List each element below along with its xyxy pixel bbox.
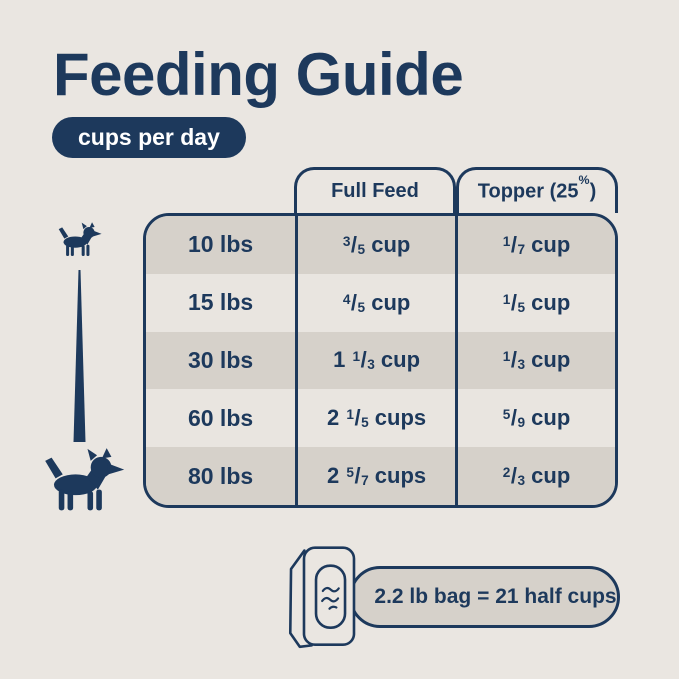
weight-cell: 15 lbs <box>187 289 254 316</box>
small-dog-icon <box>57 222 102 257</box>
full-feed-cell: 2 1/5 cups <box>295 389 455 448</box>
table-row: 30 lbs 1 1/3 cup 1/3 cup <box>146 331 615 390</box>
topper-cell: 1/7 cup <box>455 216 615 274</box>
topper-cell: 1/5 cup <box>455 273 615 332</box>
table-row: 10 lbs 3/5 cup 1/7 cup <box>146 216 615 274</box>
full-feed-cell: 2 5/7 cups <box>295 447 455 505</box>
large-dog-icon <box>42 448 125 512</box>
feeding-table: 10 lbs 3/5 cup 1/7 cup 15 lbs 4/5 cup 1/5 cup… <box>143 213 618 508</box>
dog-food-bag-icon <box>288 546 356 649</box>
weight-cell: 10 lbs <box>187 231 254 258</box>
topper-cell: 5/9 cup <box>455 389 615 448</box>
column-header-topper: Topper (25%) <box>456 167 618 213</box>
badge-label: cups per day <box>78 124 220 150</box>
size-gradient-icon <box>73 270 86 442</box>
topper-cell: 2/3 cup <box>455 447 615 505</box>
full-feed-cell: 3/5 cup <box>295 216 455 274</box>
weight-cell: 80 lbs <box>187 462 254 489</box>
weight-cell: 60 lbs <box>187 404 254 431</box>
column-header-label: Full Feed <box>331 180 419 202</box>
full-feed-cell: 1 1/3 cup <box>295 331 455 390</box>
table-row: 60 lbs 2 1/5 cups 5/9 cup <box>146 389 615 448</box>
table-row: 80 lbs 2 5/7 cups 2/3 cup <box>146 447 615 505</box>
topper-cell: 1/3 cup <box>455 331 615 390</box>
page-title: Feeding Guide <box>53 41 464 108</box>
column-header-label: Topper (25%) <box>477 172 597 203</box>
full-feed-cell: 4/5 cup <box>295 273 455 332</box>
cups-per-day-badge: cups per day <box>52 117 246 158</box>
column-header-full-feed: Full Feed <box>294 167 456 213</box>
bag-note-pill: 2.2 lb bag = 21 half cups <box>349 566 620 628</box>
table-row: 15 lbs 4/5 cup 1/5 cup <box>146 273 615 332</box>
bag-note-text: 2.2 lb bag = 21 half cups <box>374 585 617 608</box>
weight-cell: 30 lbs <box>187 346 254 373</box>
